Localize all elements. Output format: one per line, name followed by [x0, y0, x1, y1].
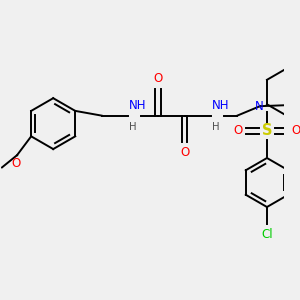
Text: O: O: [292, 124, 300, 137]
Text: H: H: [129, 122, 136, 132]
Text: S: S: [262, 123, 272, 138]
Text: O: O: [180, 146, 189, 159]
Text: N: N: [254, 100, 263, 113]
Text: O: O: [154, 73, 163, 85]
Text: NH: NH: [212, 99, 230, 112]
Text: O: O: [233, 124, 242, 137]
Text: NH: NH: [129, 99, 146, 112]
Text: H: H: [212, 122, 219, 132]
Text: O: O: [11, 157, 21, 170]
Text: Cl: Cl: [261, 228, 273, 241]
